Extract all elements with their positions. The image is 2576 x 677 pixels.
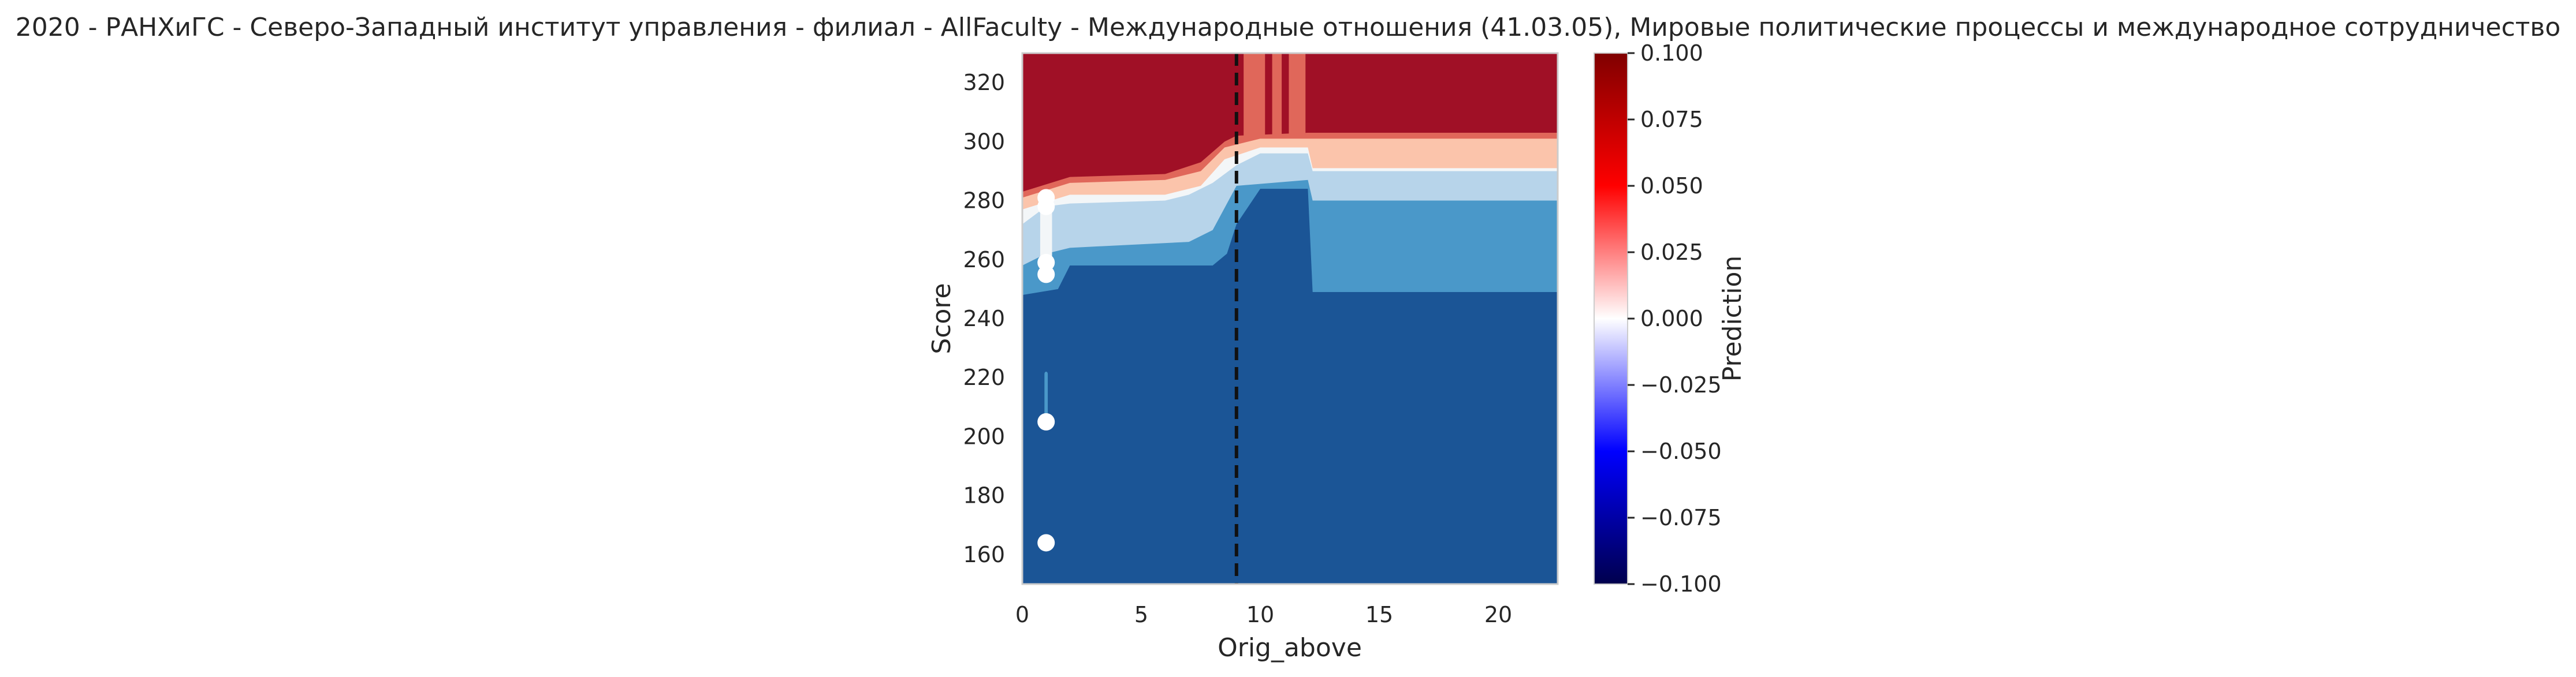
colorbar-tick-label: −0.050 xyxy=(1640,439,1722,464)
y-tick-label: 200 xyxy=(963,424,1005,449)
y-tick-label: 160 xyxy=(963,542,1005,567)
data-point-5 xyxy=(1037,413,1055,431)
band-blue-trail xyxy=(1044,372,1048,416)
plot-area xyxy=(1021,52,1559,585)
colorbar-tick-label: 0.100 xyxy=(1640,40,1703,66)
y-tick-label: 320 xyxy=(963,70,1005,95)
colorbar-tick-label: 0.050 xyxy=(1640,173,1703,199)
x-axis: 0 5 10 15 20 xyxy=(1015,602,1512,627)
y-tick-label: 280 xyxy=(963,188,1005,214)
data-point-2 xyxy=(1037,197,1055,215)
data-points xyxy=(1037,189,1055,552)
band-stripe-2 xyxy=(1272,53,1282,136)
band-stripe-3 xyxy=(1289,53,1306,136)
x-tick-label: 20 xyxy=(1484,602,1512,627)
y-tick-label: 300 xyxy=(963,129,1005,154)
y-axis: 160 180 200 220 240 260 280 300 320 xyxy=(963,70,1005,567)
colorbar-gradient xyxy=(1594,53,1628,584)
colorbar-tick-label: 0.025 xyxy=(1640,240,1703,265)
x-tick-label: 0 xyxy=(1015,602,1029,627)
colorbar-ticks: 0.100 0.075 0.050 0.025 0.000 −0.025 −0.050 −0.… xyxy=(1628,40,1722,597)
colorbar-tick-label: 0.000 xyxy=(1640,306,1703,331)
colorbar: 0.100 0.075 0.050 0.025 0.000 −0.025 −0.050 −0.… xyxy=(1594,40,1747,597)
x-tick-label: 10 xyxy=(1246,602,1274,627)
chart-title: 2020 - РАНХиГС - Северо-Западный институ… xyxy=(16,13,2561,42)
band-stripe-1 xyxy=(1244,53,1265,136)
y-tick-label: 220 xyxy=(963,365,1005,390)
y-axis-label: Score xyxy=(927,283,956,354)
x-tick-label: 15 xyxy=(1365,602,1393,627)
y-tick-label: 240 xyxy=(963,306,1005,331)
colorbar-tick-label: −0.075 xyxy=(1640,505,1722,530)
x-tick-label: 5 xyxy=(1134,602,1148,627)
colorbar-tick-label: −0.025 xyxy=(1640,372,1722,398)
colorbar-label: Prediction xyxy=(1718,256,1747,382)
y-tick-label: 180 xyxy=(963,483,1005,508)
colorbar-tick-label: −0.100 xyxy=(1640,571,1722,597)
data-point-6 xyxy=(1037,534,1055,552)
data-point-4 xyxy=(1037,265,1055,283)
contour-bands xyxy=(1022,53,1558,584)
plot-frame xyxy=(1021,52,1559,585)
x-axis-label: Orig_above xyxy=(1218,633,1362,663)
colorbar-tick-label: 0.075 xyxy=(1640,107,1703,132)
y-tick-label: 260 xyxy=(963,247,1005,272)
